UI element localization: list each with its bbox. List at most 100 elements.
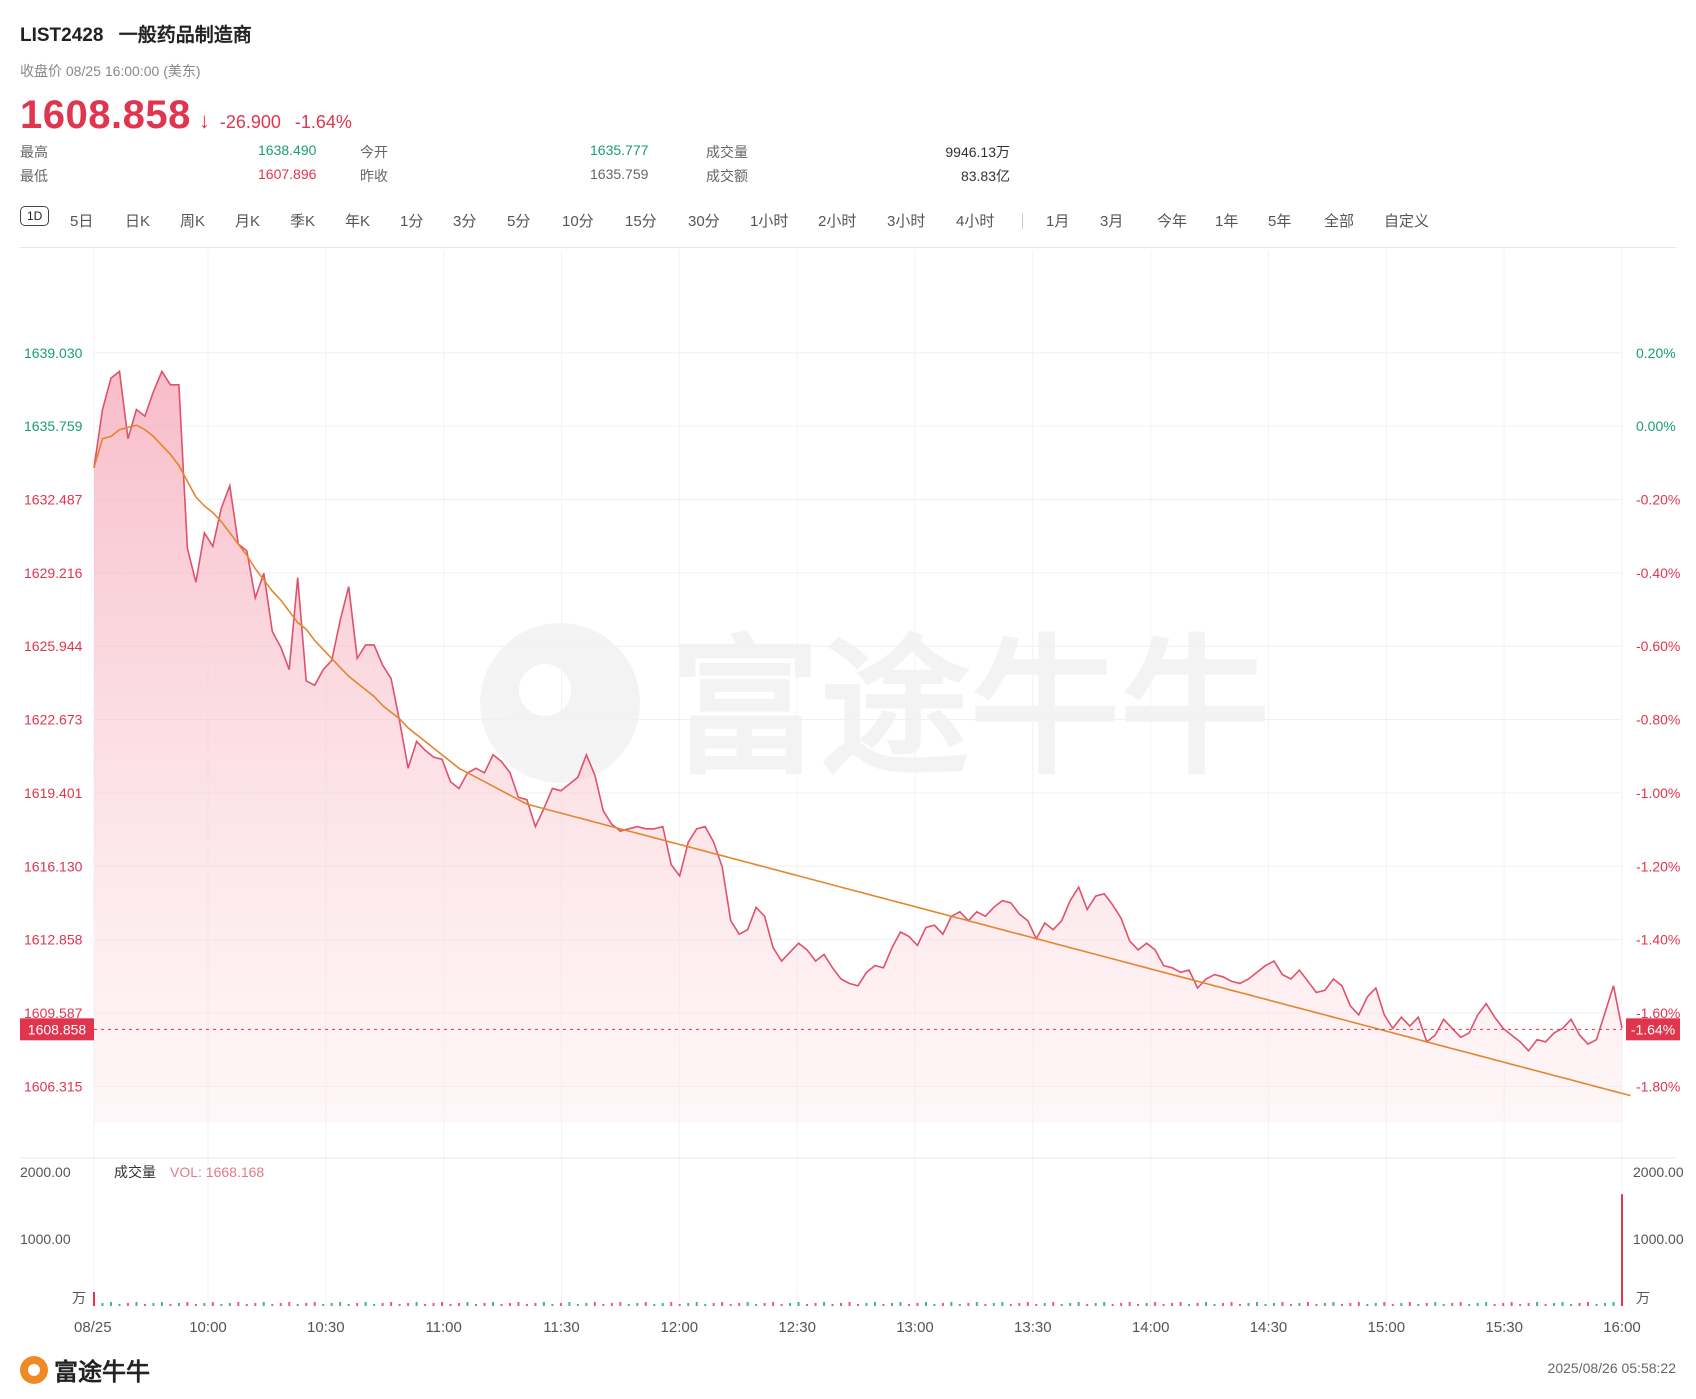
- volume-bar: [1340, 1304, 1343, 1306]
- volume-bar: [466, 1302, 469, 1306]
- volume-bar: [619, 1302, 622, 1306]
- watermark-text: 富途牛牛: [670, 622, 1270, 796]
- volume-bar: [882, 1304, 885, 1306]
- volume-bar: [704, 1304, 707, 1306]
- volume-bar: [797, 1302, 800, 1306]
- tab-1[interactable]: 5日: [70, 213, 94, 230]
- volume-bar: [746, 1302, 749, 1306]
- volume-bar: [678, 1304, 681, 1306]
- x-tick-label: 10:00: [189, 1319, 227, 1336]
- volume-bar: [1468, 1304, 1471, 1306]
- volume-bar: [152, 1303, 155, 1306]
- volume-bar: [237, 1302, 240, 1306]
- volume-bar: [1281, 1302, 1284, 1306]
- tab-21[interactable]: 5年: [1268, 213, 1292, 230]
- tab-18[interactable]: 3月: [1100, 213, 1124, 230]
- vol-y-tick-label-right: 2000.00: [1633, 1164, 1684, 1180]
- volume-bar: [1043, 1303, 1046, 1306]
- volume-bar: [1315, 1304, 1318, 1306]
- volume-bar: [958, 1304, 961, 1306]
- volume-bar: [373, 1304, 376, 1306]
- volume-bar: [1289, 1304, 1292, 1306]
- tab-4[interactable]: 月K: [235, 213, 261, 230]
- tab-5[interactable]: 季K: [290, 213, 316, 230]
- volume-bar: [1485, 1302, 1488, 1306]
- volume-bar: [814, 1303, 817, 1306]
- tab-3[interactable]: 周K: [180, 213, 206, 230]
- tab-17[interactable]: 1月: [1046, 213, 1070, 230]
- volume-bar: [984, 1304, 987, 1306]
- volume-bar: [1239, 1304, 1241, 1306]
- y-pct-tick-label: -0.20%: [1636, 491, 1680, 507]
- volume-bar: [475, 1304, 477, 1306]
- title-row: LIST2428 一般药品制造商: [20, 20, 1676, 47]
- logo-icon: [20, 1355, 48, 1384]
- volume-bar: [160, 1302, 163, 1306]
- tab-16[interactable]: 4小时: [956, 213, 995, 230]
- volume-bar: [262, 1302, 265, 1306]
- volume-bar: [1162, 1304, 1165, 1306]
- volume-bar: [330, 1303, 333, 1306]
- price-row: 1608.858 ↓ -26.900 -1.64%: [20, 93, 1676, 138]
- tab-2[interactable]: 日K: [125, 213, 151, 230]
- snapshot-time: 2025/08/26 05:58:22: [1547, 1360, 1676, 1376]
- volume-bar: [1442, 1304, 1445, 1306]
- y-tick-label: 1622.673: [24, 712, 83, 728]
- volume-bar: [1493, 1304, 1496, 1306]
- volume-bar: [1060, 1304, 1063, 1306]
- vol-y-tick-label-right: 1000.00: [1633, 1231, 1684, 1247]
- tab-9[interactable]: 5分: [507, 213, 531, 230]
- volume-bar: [305, 1303, 308, 1306]
- volume-bar: [339, 1302, 342, 1306]
- open-label: 今开: [360, 144, 388, 160]
- tab-10[interactable]: 10分: [562, 213, 594, 230]
- tab-20[interactable]: 1年: [1215, 213, 1239, 230]
- tab-8[interactable]: 3分: [453, 213, 477, 230]
- volume-bar: [1587, 1302, 1590, 1306]
- tab-6[interactable]: 年K: [345, 213, 371, 230]
- volume-bar: [721, 1302, 724, 1306]
- volume-bar: [1502, 1303, 1505, 1306]
- volume-bar: [1128, 1302, 1131, 1306]
- volume-bar-open: [93, 1292, 95, 1306]
- volume-bar: [1536, 1302, 1539, 1306]
- volume-bar: [789, 1303, 792, 1306]
- volume-bar: [695, 1302, 698, 1306]
- y-pct-tick-label: -1.20%: [1636, 858, 1680, 874]
- volume-bar: [1120, 1303, 1123, 1306]
- volume-bar: [823, 1302, 826, 1306]
- volume-bar: [390, 1302, 393, 1306]
- high-value: 1638.490: [258, 142, 317, 158]
- volume-bar: [992, 1303, 995, 1306]
- y-tick-label: 1625.944: [24, 638, 83, 654]
- volume-bar: [831, 1304, 834, 1306]
- last-price-badge: [20, 1018, 94, 1041]
- volume-bar: [907, 1304, 910, 1306]
- y-tick-label: 1635.759: [24, 418, 83, 434]
- volume-bar: [1171, 1303, 1174, 1306]
- volume-bar: [118, 1304, 121, 1306]
- tab-14[interactable]: 2小时: [818, 213, 857, 230]
- volume-bar: [1332, 1302, 1335, 1306]
- tab-23[interactable]: 自定义: [1384, 213, 1430, 230]
- tab-7[interactable]: 1分: [400, 213, 424, 230]
- vol-y-tick-label: 1000.00: [20, 1231, 71, 1247]
- tab-0[interactable]: 1D: [20, 206, 50, 226]
- volume-bar: [840, 1303, 843, 1306]
- volume-bar: [738, 1303, 741, 1306]
- vol-unit-label-right: 万: [1636, 1290, 1650, 1306]
- volume-bar: [1476, 1303, 1479, 1306]
- tab-11[interactable]: 15分: [625, 213, 657, 230]
- volume-bar: [602, 1304, 605, 1306]
- volume-bar: [245, 1304, 248, 1306]
- tab-12[interactable]: 30分: [688, 213, 720, 230]
- volume-bar: [1349, 1303, 1352, 1306]
- tab-15[interactable]: 3小时: [887, 213, 926, 230]
- volume-bar: [143, 1304, 146, 1306]
- volume-bar: [1451, 1303, 1454, 1306]
- volume-bar: [322, 1304, 325, 1306]
- tab-22[interactable]: 全部: [1324, 213, 1355, 230]
- tab-13[interactable]: 1小时: [750, 213, 789, 230]
- volume-bar: [687, 1303, 690, 1306]
- tab-19[interactable]: 今年: [1157, 213, 1188, 230]
